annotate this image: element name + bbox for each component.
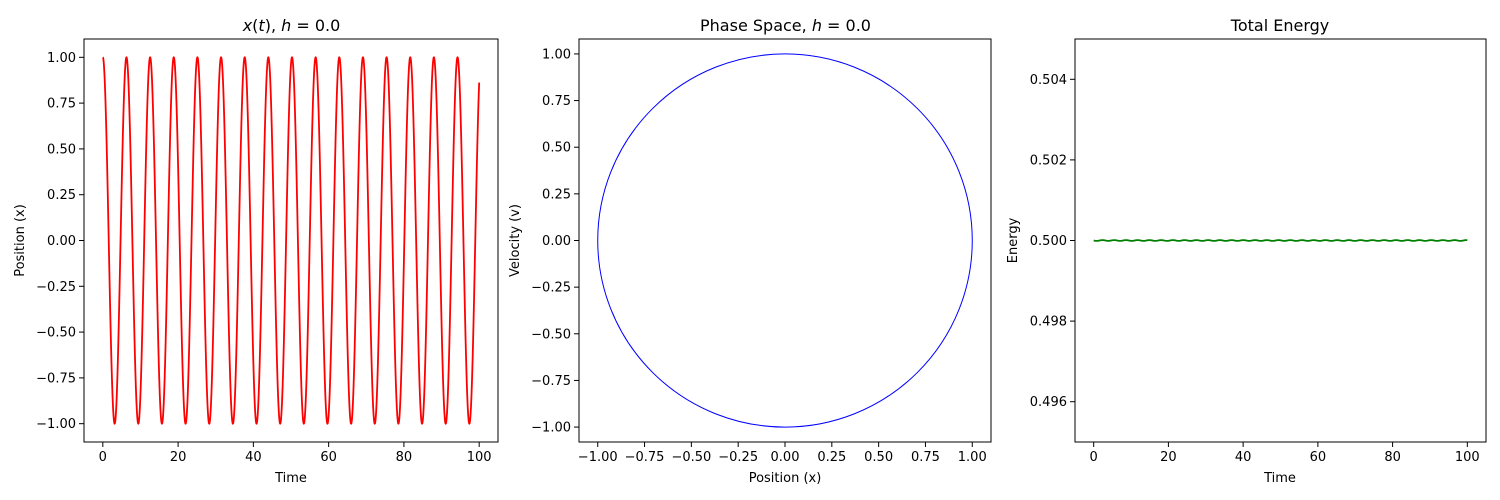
y-tick-label: 0.75 bbox=[542, 94, 571, 109]
y-tick-label: 0.496 bbox=[1030, 395, 1067, 410]
x-tick-label: 20 bbox=[1160, 450, 1177, 465]
y-tick-label: 0.00 bbox=[542, 234, 571, 249]
x-tick-label: 80 bbox=[1384, 450, 1401, 465]
x-tick-label: 1.00 bbox=[958, 450, 987, 465]
x-tick-label: 80 bbox=[396, 450, 413, 465]
y-tick-label: 0.00 bbox=[47, 234, 76, 249]
chart-1-x-axis-label: Time bbox=[274, 471, 307, 486]
chart-1-y-axis-label: Position (x) bbox=[13, 204, 28, 277]
y-tick-label: −0.75 bbox=[531, 374, 571, 389]
chart-2-y-axis-label: Velocity (v) bbox=[508, 204, 523, 277]
y-tick-label: 1.00 bbox=[47, 51, 76, 66]
y-tick-label: −1.00 bbox=[531, 421, 571, 436]
x-tick-label: 60 bbox=[1310, 450, 1327, 465]
x-tick-label: 0 bbox=[99, 450, 107, 465]
chart-3-x-axis-label: Time bbox=[1263, 471, 1296, 486]
x-tick-label: 40 bbox=[1235, 450, 1252, 465]
chart-3-frame bbox=[1074, 38, 1487, 443]
y-tick-label: 1.00 bbox=[542, 47, 571, 62]
x-tick-label: 20 bbox=[170, 450, 187, 465]
x-tick-label: 60 bbox=[320, 450, 337, 465]
chart-position-time: x(t), h = 0.0 0 20 40 60 80 100 −1.00 −0.75 −0.5… bbox=[13, 16, 499, 486]
x-tick-label: 40 bbox=[245, 450, 262, 465]
chart-phase-space: Phase Space, h = 0.0 −1.00 −0.75 −0.50 −0.2… bbox=[508, 16, 992, 486]
series-line-position bbox=[102, 56, 481, 425]
y-tick-label: 0.502 bbox=[1030, 153, 1067, 168]
y-tick-label: −0.50 bbox=[36, 326, 76, 341]
x-tick-label: 0.75 bbox=[911, 450, 940, 465]
y-tick-label: 0.50 bbox=[47, 142, 76, 157]
chart-1-title: x(t), h = 0.0 bbox=[242, 16, 341, 35]
x-tick-label: 0.25 bbox=[817, 450, 846, 465]
y-tick-label: 0.504 bbox=[1030, 73, 1067, 88]
x-tick-label: 0.50 bbox=[864, 450, 893, 465]
chart-total-energy: Total Energy 0 20 40 60 80 100 0.496 0.498 0.500… bbox=[1006, 16, 1487, 486]
y-tick-label: 0.75 bbox=[47, 97, 76, 112]
x-tick-label: 100 bbox=[1455, 450, 1480, 465]
y-tick-label: 0.25 bbox=[542, 187, 571, 202]
y-tick-label: 0.50 bbox=[542, 141, 571, 156]
chart-2-x-axis-label: Position (x) bbox=[749, 471, 822, 486]
y-tick-label: 0.498 bbox=[1030, 315, 1067, 330]
y-tick-label: −0.25 bbox=[531, 281, 571, 296]
x-tick-label: 0.00 bbox=[771, 450, 800, 465]
chart-1-frame bbox=[83, 38, 499, 443]
series-line-energy bbox=[1093, 239, 1468, 242]
y-tick-label: 0.500 bbox=[1030, 234, 1067, 249]
chart-3-title: Total Energy bbox=[1230, 16, 1329, 35]
x-tick-label: −0.75 bbox=[625, 450, 665, 465]
x-tick-label: 0 bbox=[1090, 450, 1098, 465]
chart-2-frame bbox=[578, 38, 992, 443]
x-tick-label: −0.25 bbox=[718, 450, 758, 465]
y-tick-label: −1.00 bbox=[36, 417, 76, 432]
chart-3-y-axis-label: Energy bbox=[1006, 217, 1021, 263]
y-tick-label: −0.75 bbox=[36, 371, 76, 386]
y-tick-label: −0.25 bbox=[36, 280, 76, 295]
x-tick-label: 100 bbox=[467, 450, 492, 465]
y-tick-label: −0.50 bbox=[531, 327, 571, 342]
series-phase-circle bbox=[597, 53, 973, 428]
chart-2-title: Phase Space, h = 0.0 bbox=[700, 16, 871, 35]
x-tick-label: −1.00 bbox=[578, 450, 618, 465]
x-tick-label: −0.50 bbox=[671, 450, 711, 465]
y-tick-label: 0.25 bbox=[47, 188, 76, 203]
